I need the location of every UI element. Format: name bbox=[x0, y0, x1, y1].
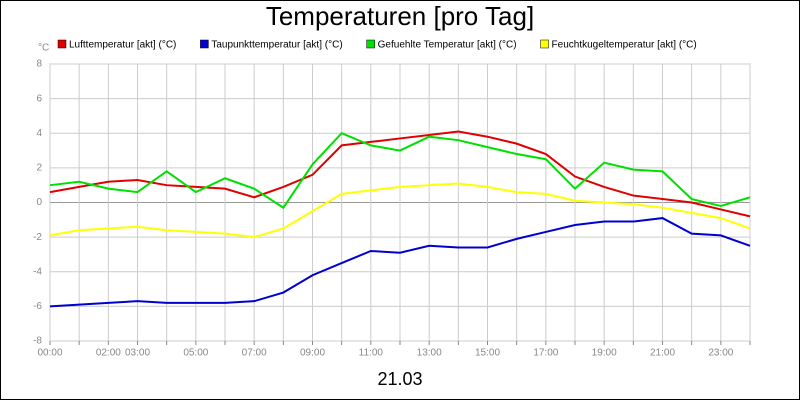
x-tick-label: 13:00 bbox=[417, 348, 442, 359]
y-unit-label: °C bbox=[38, 43, 49, 54]
y-tick-label: 2 bbox=[36, 163, 42, 174]
x-tick-label: 19:00 bbox=[592, 348, 617, 359]
legend-swatch bbox=[200, 39, 209, 49]
x-tick-label: 23:00 bbox=[708, 348, 733, 359]
x-tick-label: 17:00 bbox=[533, 348, 558, 359]
line-series bbox=[49, 130, 751, 218]
line-series bbox=[49, 132, 751, 210]
x-tick-label: 00:00 bbox=[37, 348, 62, 359]
y-tick-label: -6 bbox=[33, 301, 42, 312]
x-tick-label: 07:00 bbox=[242, 348, 267, 359]
legend-label: Feuchtkugeltemperatur [akt] (°C) bbox=[552, 40, 697, 51]
y-tick-label: 0 bbox=[36, 197, 42, 208]
x-tick-label: 09:00 bbox=[300, 348, 325, 359]
y-tick-label: -4 bbox=[33, 266, 42, 277]
y-tick-label: -2 bbox=[33, 232, 42, 243]
legend-swatch bbox=[366, 39, 375, 49]
chart-title: Temperaturen [pro Tag] bbox=[266, 1, 534, 31]
legend-label: Lufttemperatur [akt] (°C) bbox=[69, 40, 176, 51]
y-tick-label: 6 bbox=[36, 93, 42, 104]
x-tick-label: 05:00 bbox=[183, 348, 208, 359]
x-tick-label: 15:00 bbox=[475, 348, 500, 359]
legend-swatch bbox=[540, 39, 549, 49]
x-axis-label: 21.03 bbox=[377, 369, 422, 389]
x-tick-label: 03:00 bbox=[125, 348, 150, 359]
y-tick-label: 4 bbox=[36, 128, 42, 139]
legend-label: Taupunkttemperatur [akt] (°C) bbox=[211, 40, 342, 51]
y-tick-label: 8 bbox=[36, 59, 42, 70]
line-series bbox=[49, 182, 751, 239]
x-tick-label: 21:00 bbox=[650, 348, 675, 359]
y-tick-label: -8 bbox=[33, 336, 42, 347]
legend-label: Gefuehlte Temperatur [akt] (°C) bbox=[378, 40, 517, 51]
line-series bbox=[49, 217, 751, 308]
x-tick-label: 11:00 bbox=[359, 348, 384, 359]
legend-swatch bbox=[57, 39, 67, 49]
x-tick-label: 02:00 bbox=[96, 348, 121, 359]
